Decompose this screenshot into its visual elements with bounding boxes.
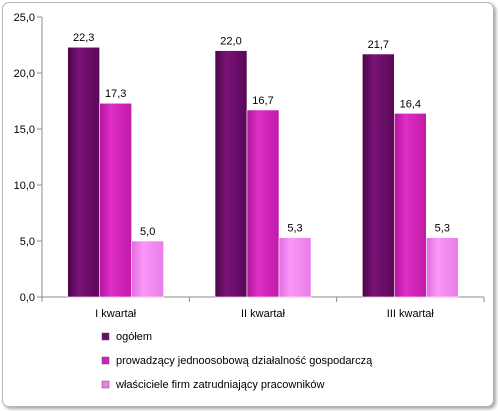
data-label: 5,3 xyxy=(287,223,302,235)
x-tick-label: I kwartał xyxy=(95,308,137,320)
legend-swatch xyxy=(101,380,110,389)
bar-2-3 xyxy=(394,113,427,298)
data-label: 5,3 xyxy=(435,223,450,235)
legend-label: prowadzący jednoosobową działalność gosp… xyxy=(116,355,373,367)
bar-1-2 xyxy=(214,50,248,298)
y-tick-label: 15,0 xyxy=(14,124,35,136)
legend-swatch xyxy=(101,332,110,341)
y-tick-label: 20,0 xyxy=(14,68,35,80)
data-label: 21,7 xyxy=(368,39,389,51)
data-labels: 22,3 17,3 5,0 22,0 16,7 5,3 21,7 16,4 5,3 xyxy=(73,32,450,238)
legend: ogółem prowadzący jednoosobową działalnoś… xyxy=(101,331,373,391)
data-label: 22,3 xyxy=(73,32,94,44)
legend-label: właściciele firm zatrudniający pracownik… xyxy=(115,379,325,391)
data-label: 17,3 xyxy=(105,88,126,100)
bar-2-2 xyxy=(246,109,280,298)
x-tick-label: II kwartał xyxy=(241,308,286,320)
bar-3-1 xyxy=(131,240,164,298)
bar-1-3 xyxy=(362,53,395,298)
x-tick-label: III kwartał xyxy=(387,308,435,320)
data-label: 16,4 xyxy=(400,98,421,110)
legend-label: ogółem xyxy=(116,331,152,343)
bars xyxy=(67,46,459,298)
bar-3-2 xyxy=(278,237,312,298)
y-tick-label: 25,0 xyxy=(14,12,35,24)
data-label: 22,0 xyxy=(220,36,241,48)
bar-3-3 xyxy=(426,237,459,298)
y-tick-label: 5,0 xyxy=(20,236,35,248)
data-label: 16,7 xyxy=(252,95,273,107)
data-label: 5,0 xyxy=(140,226,155,238)
bar-1-1 xyxy=(67,46,100,298)
bar-2-1 xyxy=(99,102,132,298)
y-tick-label: 0,0 xyxy=(20,292,35,304)
y-tick-label: 10,0 xyxy=(14,180,35,192)
legend-swatch xyxy=(101,356,110,365)
